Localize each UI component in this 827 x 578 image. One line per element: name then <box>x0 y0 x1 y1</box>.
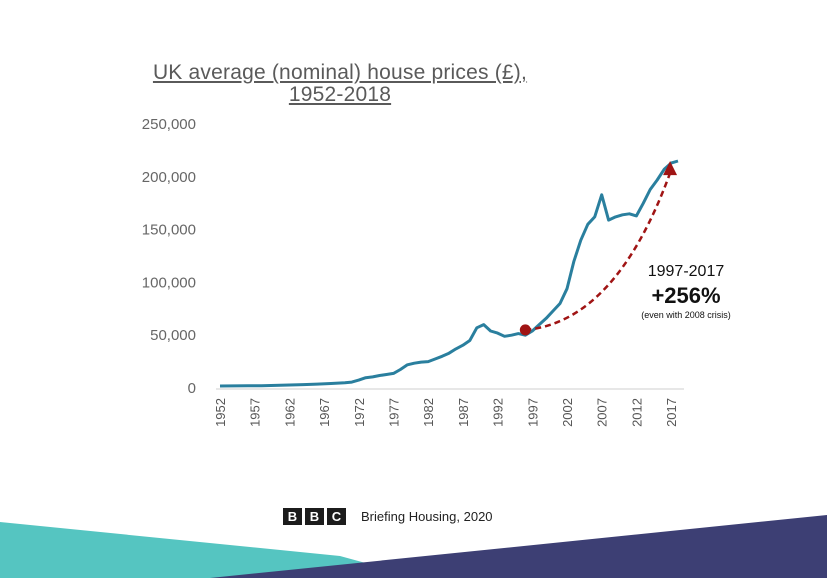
x-tick-label: 1957 <box>248 398 263 427</box>
x-tick-label: 2017 <box>664 398 679 427</box>
axes: 0 50,000 100,000 150,000 200,000 250,000 1952 1… <box>142 116 684 427</box>
annotation-change: +256% <box>651 283 720 308</box>
x-tick-label: 2002 <box>560 398 575 427</box>
x-tick-label: 1992 <box>491 398 506 427</box>
annotation-period: 1997-2017 <box>648 263 725 280</box>
x-tick-label: 2007 <box>595 398 610 427</box>
y-tick-label: 100,000 <box>142 274 196 291</box>
x-tick-label: 1952 <box>213 398 228 427</box>
x-tick-label: 1972 <box>352 398 367 427</box>
x-tick-label: 1967 <box>317 398 332 427</box>
navy-band <box>210 515 827 578</box>
y-tick-label: 200,000 <box>142 169 196 186</box>
footer: B B C Briefing Housing, 2020 <box>283 508 493 525</box>
source-text: Briefing Housing, 2020 <box>361 509 493 524</box>
x-tick-label: 1962 <box>282 398 297 427</box>
teal-band <box>0 522 420 578</box>
x-tick-label: 1987 <box>456 398 471 427</box>
y-tick-label: 50,000 <box>150 327 196 344</box>
annotation: 1997-2017 +256% (even with 2008 crisis) <box>519 161 731 336</box>
arrow-head <box>663 161 678 176</box>
x-tick-label: 1977 <box>386 398 401 427</box>
bbc-logo-letter: B <box>283 508 302 525</box>
x-tick-label: 1997 <box>525 398 540 427</box>
bbc-logo-letter: C <box>327 508 346 525</box>
series <box>219 159 679 388</box>
y-tick-label: 150,000 <box>142 222 196 239</box>
annotation-note: (even with 2008 crisis) <box>641 310 731 320</box>
y-tick-label: 0 <box>188 380 196 397</box>
y-tick-label: 250,000 <box>142 116 196 133</box>
x-tick-label: 2012 <box>629 398 644 427</box>
series-line <box>219 159 679 388</box>
start-marker <box>519 324 531 336</box>
x-tick-label: 1982 <box>421 398 436 427</box>
trend-arrow <box>525 172 672 332</box>
bbc-logo-letter: B <box>305 508 324 525</box>
chart-title: UK average (nominal) house prices (£), 19… <box>152 61 528 106</box>
